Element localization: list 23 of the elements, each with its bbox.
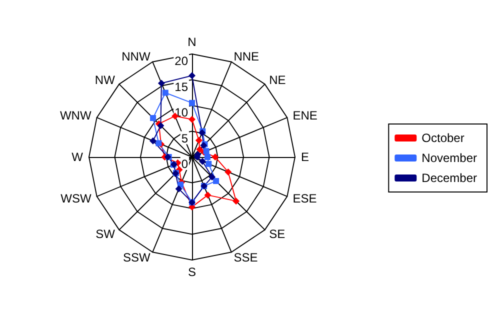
legend-label: November: [422, 151, 478, 165]
spoke-label: NNW: [122, 49, 151, 64]
spoke-label: NNE: [234, 49, 260, 64]
spoke-label: E: [301, 150, 310, 164]
spoke-label: NW: [94, 72, 116, 87]
spoke-label: ESE: [292, 192, 317, 206]
spoke-label: WSW: [60, 192, 92, 206]
y-tick-label: 20: [174, 54, 188, 68]
spoke-label: SSW: [122, 250, 151, 265]
spoke-label: SE: [269, 227, 286, 242]
spoke-label: SW: [96, 227, 116, 242]
y-tick-label: 0: [181, 157, 188, 171]
y-tick-label: 15: [174, 80, 188, 94]
y-tick-label: 5: [181, 131, 188, 146]
spoke-label: SSE: [234, 250, 258, 265]
spoke-label: N: [188, 35, 196, 49]
legend-label: December: [422, 171, 478, 185]
legend-label: October: [422, 131, 464, 145]
spoke-label: S: [188, 265, 196, 279]
spoke-label: NE: [269, 72, 286, 87]
spoke-label: W: [72, 150, 84, 164]
spoke-label: ENE: [292, 108, 318, 122]
spoke-label: WNW: [60, 108, 92, 122]
